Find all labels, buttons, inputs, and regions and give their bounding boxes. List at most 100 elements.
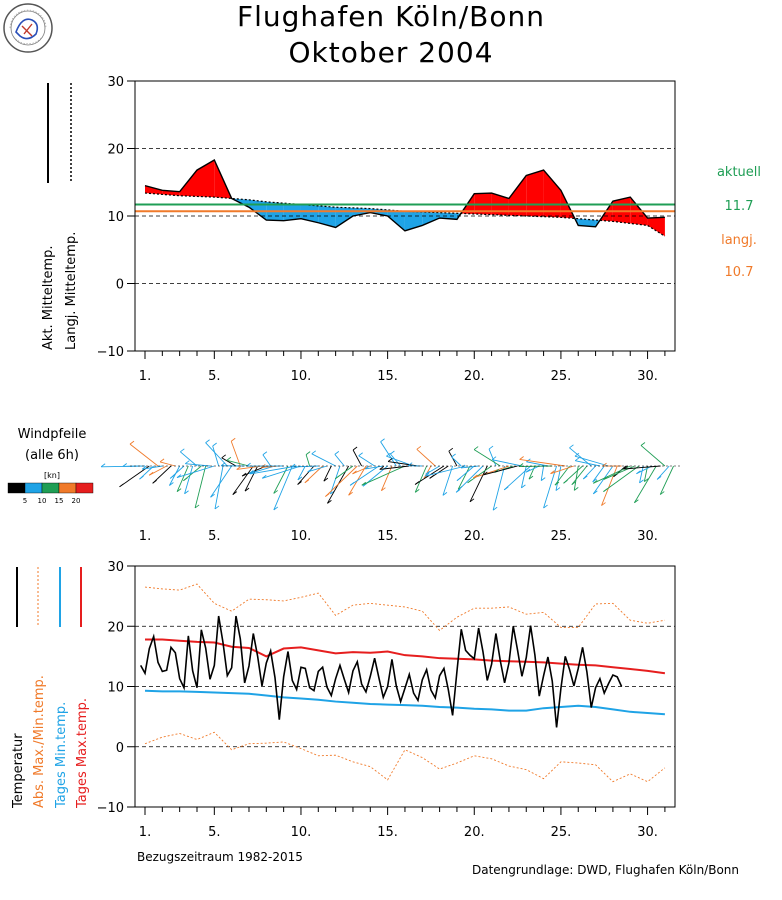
wind-barb-flag [180,448,185,453]
y-tick-label: 10 [107,681,124,696]
wind-barb [603,465,640,492]
anomaly-fill [387,209,405,231]
wind-barb-flag [307,468,313,473]
wind-barb [442,465,454,496]
wind-barb-flag [573,487,579,491]
wind-x-tick-label: 10. [291,529,312,544]
anomaly-fill [508,175,527,216]
legend-akt-label: Akt. Mitteltemp. [41,245,56,350]
wind-barb [473,449,501,467]
wind-barb [623,465,661,470]
aktuell-label: aktuell [717,165,761,180]
wind-barb [388,461,419,467]
wind-barb-flag [246,462,251,467]
wind-barb [488,448,497,467]
wind-barb-flag [205,439,210,444]
wind-barb-flag [334,450,340,455]
wind-barb [574,455,609,467]
wind-barb-flag [139,475,144,480]
x-tick-label: 15. [377,369,398,384]
wind-barb-flag [248,470,254,474]
wind-barb-flag [521,484,526,489]
wind-barb-flag [236,466,242,470]
wind-barb-flag [525,468,531,473]
wind-barb [451,456,462,467]
wind-barb-flag [221,454,227,459]
anomaly-fill [196,159,215,198]
y-tick-label: 20 [107,620,124,635]
wind-barb-flag [348,491,353,496]
y-tick-label: 10 [107,210,124,225]
wind-barb-flag [603,476,609,480]
wind-barb-flag [381,487,386,492]
wind-unit: [kn] [44,471,60,480]
wind-barb-flag [659,491,665,495]
wind-barb [334,454,345,467]
wind-barb-flag [380,438,385,443]
wind-barb [176,465,215,479]
wind-barb-flag [574,452,580,457]
wind-barb [520,465,527,488]
x-tick-label: 30. [637,825,658,840]
wind-x-tick-label: 5. [208,529,220,544]
wind-barb-flag [390,450,395,455]
wind-barb-flag [656,476,662,480]
wind-x-tick-label: 25. [551,529,572,544]
wind-barb-flag [492,506,498,511]
wind-barb [358,455,375,467]
wind-x-tick-label: 15. [377,529,398,544]
wind-barb-flag [358,452,363,457]
wind-barb-flag [451,453,456,458]
wind-barb [349,465,380,486]
wind-barb [212,445,220,467]
wind-barb-flag [261,474,267,479]
wind-scale-swatch [75,482,94,494]
actual-mean-line [144,158,665,232]
wind-barb [194,465,207,509]
wind-barb-flag [129,440,135,445]
temperature-panel: −10 0 10 20 30 1. 5. 10. 15. 20. 25. 30. [97,560,676,840]
wind-barb [352,449,363,467]
wind-barb [221,457,237,467]
wind-barb-flag [473,446,479,450]
wind-barb-flag [169,475,175,479]
wind-barb [184,465,194,494]
wind-barb [230,441,241,467]
wind-barb-flag [241,472,247,477]
aktuell-value: 11.7 [725,199,754,214]
wind-barb [573,465,579,491]
abs-min-line [144,731,666,783]
dwd-logo [3,3,53,53]
wind-barb-flag [352,446,358,451]
wind-barb [185,463,211,467]
wind-barb [291,465,319,468]
wind-scale-label: 15 [55,497,64,505]
wind-barb-flag [407,462,413,467]
anomaly-fill [578,218,596,227]
anomaly-fill [179,170,197,197]
wind-barb-flag [119,483,124,488]
wind-barb-flag [249,470,255,475]
wind-barb [601,465,618,506]
wind-barb [262,465,302,479]
wind-barb-flag [424,472,430,477]
wind-barb-flag [352,470,357,475]
wind-barb-flag [183,477,188,482]
wind-scale-swatch [24,482,43,494]
wind-barb [325,465,358,497]
wind-barb-flag [550,470,555,475]
x-tick-label: 1. [139,825,151,840]
wind-barb-flag [593,490,598,495]
chart-title-line1: Flughafen Köln/Bonn [237,0,545,33]
wind-barb [330,465,341,495]
wind-barb [101,465,146,468]
wind-barb-flag [483,471,488,476]
wind-scale-swatch [7,482,26,494]
wind-barb-flag [540,477,546,481]
abs-max-line [144,583,665,632]
wind-barb-flag [169,482,174,486]
daily-min-line [144,689,665,716]
wind-barb-flag [639,479,644,484]
wind-barb [381,465,393,491]
